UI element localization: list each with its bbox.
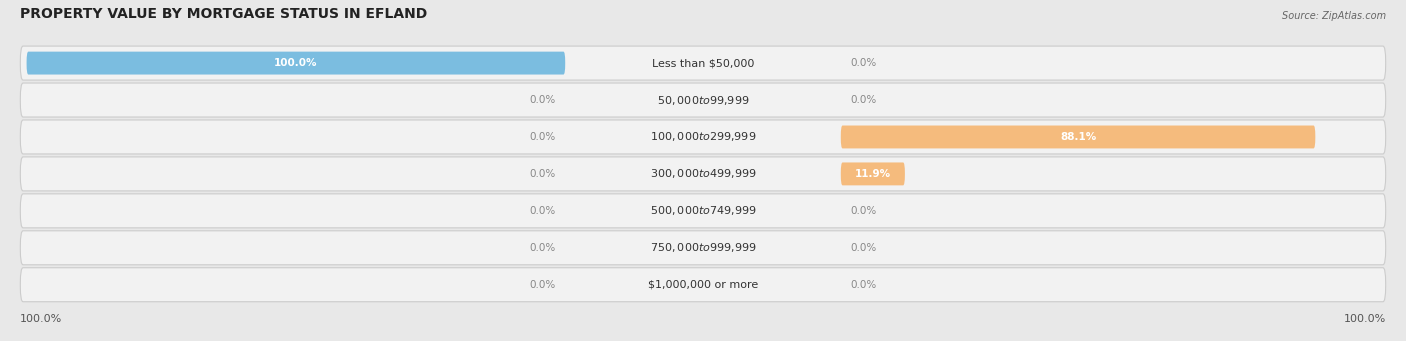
Text: 0.0%: 0.0%	[851, 58, 876, 68]
Text: 11.9%: 11.9%	[855, 169, 891, 179]
Text: PROPERTY VALUE BY MORTGAGE STATUS IN EFLAND: PROPERTY VALUE BY MORTGAGE STATUS IN EFL…	[20, 6, 427, 20]
Text: $750,000 to $999,999: $750,000 to $999,999	[650, 241, 756, 254]
FancyBboxPatch shape	[27, 51, 565, 75]
FancyBboxPatch shape	[20, 120, 1386, 154]
Text: 0.0%: 0.0%	[530, 280, 555, 290]
FancyBboxPatch shape	[20, 46, 1386, 80]
Text: 100.0%: 100.0%	[274, 58, 318, 68]
Text: 88.1%: 88.1%	[1060, 132, 1097, 142]
FancyBboxPatch shape	[841, 125, 1316, 148]
Text: 0.0%: 0.0%	[851, 243, 876, 253]
Text: 0.0%: 0.0%	[851, 280, 876, 290]
Text: $300,000 to $499,999: $300,000 to $499,999	[650, 167, 756, 180]
FancyBboxPatch shape	[20, 268, 1386, 302]
Text: 100.0%: 100.0%	[1343, 314, 1386, 324]
Text: $100,000 to $299,999: $100,000 to $299,999	[650, 131, 756, 144]
Text: 100.0%: 100.0%	[20, 314, 63, 324]
FancyBboxPatch shape	[20, 194, 1386, 228]
Text: 0.0%: 0.0%	[530, 132, 555, 142]
FancyBboxPatch shape	[20, 157, 1386, 191]
Text: 0.0%: 0.0%	[530, 206, 555, 216]
FancyBboxPatch shape	[20, 231, 1386, 265]
Text: Less than $50,000: Less than $50,000	[652, 58, 754, 68]
Text: Source: ZipAtlas.com: Source: ZipAtlas.com	[1281, 11, 1386, 20]
Text: $1,000,000 or more: $1,000,000 or more	[648, 280, 758, 290]
Text: 0.0%: 0.0%	[530, 169, 555, 179]
Text: 0.0%: 0.0%	[851, 95, 876, 105]
Text: 0.0%: 0.0%	[530, 95, 555, 105]
Text: $500,000 to $749,999: $500,000 to $749,999	[650, 204, 756, 217]
FancyBboxPatch shape	[841, 162, 905, 186]
Text: 0.0%: 0.0%	[530, 243, 555, 253]
Text: $50,000 to $99,999: $50,000 to $99,999	[657, 93, 749, 106]
Text: 0.0%: 0.0%	[851, 206, 876, 216]
FancyBboxPatch shape	[20, 83, 1386, 117]
